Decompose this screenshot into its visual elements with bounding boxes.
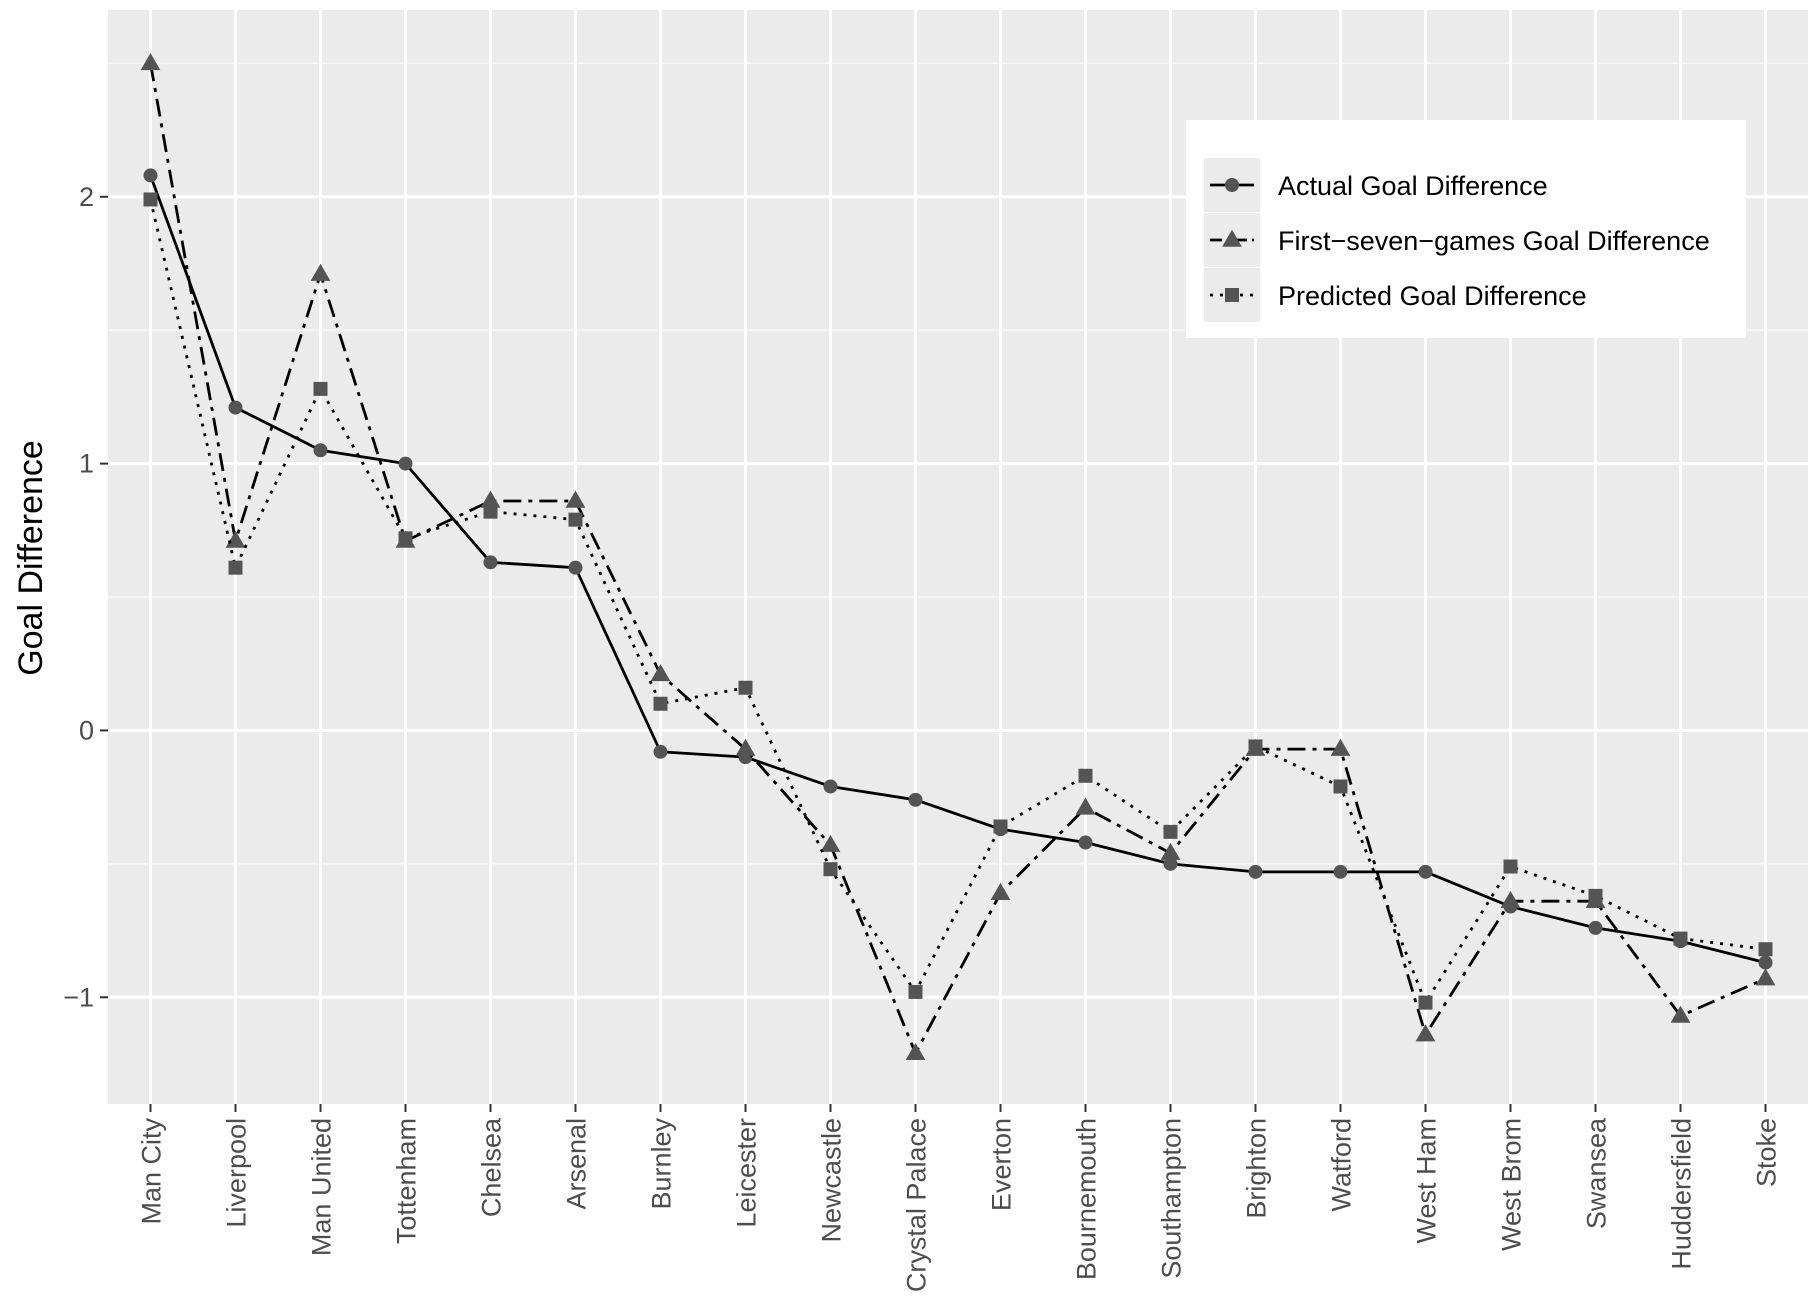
data-point-circle (568, 560, 583, 575)
legend: Actual Goal Difference First−seven−games … (1186, 120, 1746, 338)
data-point-square (1248, 739, 1263, 754)
data-point-triangle (905, 1042, 926, 1061)
data-point-square (1418, 995, 1433, 1010)
data-point-square (228, 560, 243, 575)
data-point-circle (313, 443, 328, 458)
data-point-square (1673, 931, 1688, 946)
data-point-triangle (650, 664, 671, 682)
data-point-square (483, 504, 498, 519)
data-point-square (568, 512, 583, 527)
series-layer (140, 53, 1776, 1061)
data-point-triangle (310, 263, 331, 281)
x-tick-label: Man City (137, 1118, 167, 1225)
data-point-square (993, 819, 1008, 834)
data-point-circle (1588, 920, 1603, 935)
data-point-square (908, 984, 923, 999)
x-tick-label: West Ham (1412, 1118, 1442, 1244)
legend-key-marker (1225, 288, 1239, 302)
legend-key-marker (1225, 178, 1239, 192)
x-tick-label: Watford (1327, 1118, 1357, 1212)
x-tick-label: Bournemouth (1072, 1118, 1102, 1280)
legend-key-marker (1222, 229, 1242, 247)
x-tick-label: Leicester (732, 1118, 762, 1228)
data-point-circle (1758, 955, 1773, 970)
data-point-square (1163, 824, 1178, 839)
legend-box (1186, 120, 1746, 338)
x-tick-label: Tottenham (392, 1118, 422, 1244)
data-point-circle (1333, 864, 1348, 879)
x-axis: Man City Liverpool Man United Tottenham Chel… (137, 1104, 1782, 1292)
data-point-square (1333, 779, 1348, 794)
data-point-triangle (1160, 842, 1181, 860)
x-tick-label: Crystal Palace (902, 1118, 932, 1292)
data-point-triangle (225, 530, 246, 548)
data-point-square (823, 862, 838, 877)
x-tick-label: West Brom (1497, 1118, 1527, 1251)
data-point-triangle (1670, 1005, 1691, 1023)
x-tick-label: Southampton (1157, 1118, 1187, 1279)
data-point-circle (1418, 864, 1433, 879)
data-point-circle (823, 779, 838, 794)
data-point-square (313, 381, 328, 396)
data-point-circle (483, 555, 498, 570)
data-point-triangle (565, 490, 586, 508)
data-point-square (143, 192, 158, 207)
x-tick-label: Liverpool (222, 1118, 252, 1228)
data-point-square (653, 696, 668, 711)
data-point-circle (1078, 835, 1093, 850)
x-tick-label: Huddersfield (1667, 1118, 1697, 1270)
y-tick-label: −1 (63, 982, 94, 1012)
series-3 (143, 192, 1773, 1010)
data-point-triangle (140, 53, 161, 71)
data-point-triangle (1755, 968, 1776, 986)
series-line-3 (149, 199, 1766, 1005)
series-line-1 (149, 174, 1766, 964)
y-axis: −1 0 1 2 (63, 182, 108, 1012)
data-point-circle (1163, 856, 1178, 871)
data-point-circle (653, 744, 668, 759)
data-point-square (1078, 768, 1093, 783)
x-tick-label: Chelsea (477, 1117, 507, 1217)
y-axis-title: Goal Difference (12, 440, 50, 676)
legend-label: Actual Goal Difference (1278, 171, 1548, 201)
data-point-triangle (1415, 1024, 1436, 1042)
data-point-square (1588, 888, 1603, 903)
data-point-triangle (990, 882, 1011, 900)
y-tick-label: 2 (79, 182, 94, 212)
x-tick-label: Stoke (1752, 1118, 1782, 1187)
data-point-circle (1248, 864, 1263, 879)
x-tick-label: Newcastle (817, 1118, 847, 1243)
y-tick-label: 1 (79, 449, 94, 479)
data-point-triangle (1500, 890, 1521, 908)
x-tick-label: Everton (987, 1118, 1017, 1211)
data-point-triangle (1075, 797, 1096, 815)
x-tick-label: Man United (307, 1118, 337, 1256)
data-point-square (398, 531, 413, 546)
legend-label: Predicted Goal Difference (1278, 281, 1587, 311)
x-tick-label: Burnley (647, 1118, 677, 1210)
data-point-circle (143, 168, 158, 183)
data-point-triangle (735, 738, 756, 756)
data-point-triangle (820, 834, 841, 852)
data-point-triangle (480, 490, 501, 508)
data-point-square (1758, 942, 1773, 957)
data-point-circle (398, 456, 413, 471)
series-1 (143, 168, 1773, 970)
x-tick-label: Arsenal (562, 1118, 592, 1210)
data-point-square (738, 680, 753, 695)
x-tick-label: Swansea (1582, 1117, 1612, 1229)
data-point-triangle (1330, 738, 1351, 756)
data-point-circle (908, 792, 923, 807)
x-tick-label: Brighton (1242, 1118, 1272, 1219)
data-point-circle (228, 400, 243, 415)
data-point-square (1503, 859, 1518, 874)
legend-label: First−seven−games Goal Difference (1278, 226, 1710, 256)
y-tick-label: 0 (79, 715, 94, 745)
